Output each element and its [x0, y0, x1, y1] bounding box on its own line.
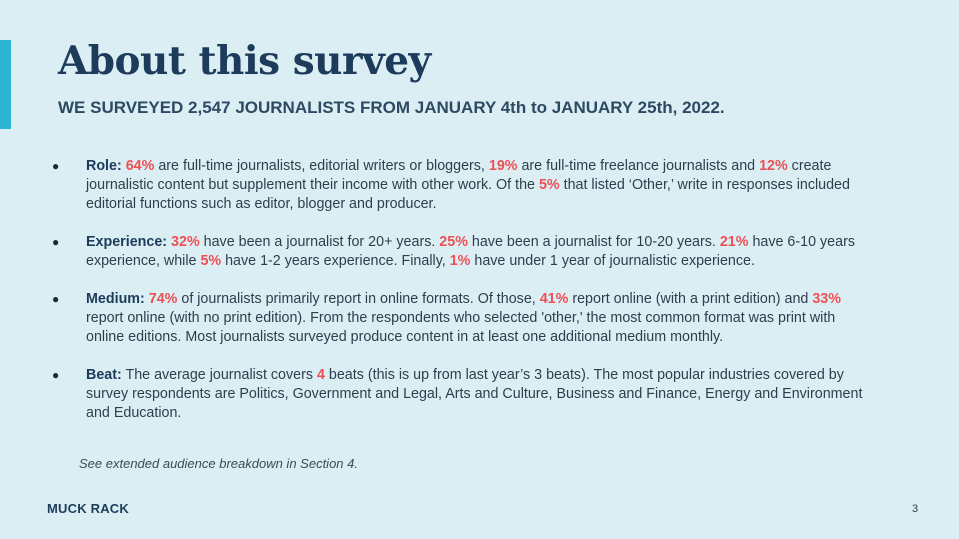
- highlight-stat: 64%: [125, 158, 155, 174]
- bullet-text: that listed ‘Other,’ write in responses …: [86, 177, 850, 212]
- bullet-text: have under 1 year of journalistic experi…: [470, 253, 755, 269]
- bullet-text: beats (this is up from last year’s 3 bea…: [86, 367, 863, 421]
- bullet-text: have 6-10 years experience, while: [86, 234, 855, 269]
- bullet-text: report online (with a print edition) and: [568, 291, 813, 307]
- highlight-stat: 1%: [449, 253, 471, 269]
- highlight-stat: 25%: [439, 234, 468, 250]
- bullet-text: are full-time journalists, editorial wri…: [154, 158, 489, 174]
- highlight-stat: 5%: [538, 177, 560, 193]
- page-title: About this survey: [58, 38, 431, 84]
- highlight-stat: 33%: [812, 291, 841, 307]
- bullet-text: report online (with no print edition). F…: [86, 310, 836, 345]
- muck-rack-logo: MUCK RACK: [47, 501, 129, 516]
- bullet-text: have 1-2 years experience. Finally,: [221, 253, 450, 269]
- bullet-item: ● Medium: 74% of journalists primarily re…: [52, 290, 872, 347]
- bullet-label: Beat:: [86, 367, 122, 383]
- bullet-dot-icon: ●: [52, 368, 60, 382]
- bullet-label: Role:: [86, 158, 122, 174]
- bullet-text: have been a journalist for 20+ years.: [199, 234, 440, 250]
- highlight-stat: 4: [316, 367, 325, 383]
- section-footnote: See extended audience breakdown in Secti…: [79, 456, 358, 471]
- bullet-label: Experience:: [86, 234, 168, 250]
- bullet-item: ● Role: 64% are full-time journalists, ed…: [52, 157, 872, 214]
- bullet-dot-icon: ●: [52, 292, 60, 306]
- highlight-stat: 19%: [488, 158, 518, 174]
- accent-bar: [0, 40, 11, 129]
- highlight-stat: 5%: [200, 253, 222, 269]
- highlight-stat: 74%: [148, 291, 178, 307]
- bullet-label: Medium:: [86, 291, 145, 307]
- highlight-stat: 21%: [719, 234, 749, 250]
- survey-subtitle: WE SURVEYED 2,547 JOURNALISTS FROM JANUA…: [58, 98, 725, 117]
- bullet-dot-icon: ●: [52, 159, 60, 173]
- highlight-stat: 41%: [539, 291, 569, 307]
- bullet-text: create journalistic content but suppleme…: [86, 158, 832, 193]
- highlight-stat: 12%: [759, 158, 788, 174]
- survey-bullet-list: ● Role: 64% are full-time journalists, ed…: [52, 157, 872, 442]
- bullet-item: ● Experience: 32% have been a journalist …: [52, 233, 872, 271]
- bullet-text: are full-time freelance journalists and: [517, 158, 760, 174]
- highlight-stat: 32%: [171, 234, 200, 250]
- bullet-text: have been a journalist for 10-20 years.: [467, 234, 720, 250]
- bullet-dot-icon: ●: [52, 235, 60, 249]
- bullet-text: of journalists primarily report in onlin…: [177, 291, 540, 307]
- bullet-text: The average journalist covers: [125, 367, 317, 383]
- bullet-item: ● Beat: The average journalist covers 4 b…: [52, 366, 872, 423]
- page-number: 3: [912, 503, 919, 515]
